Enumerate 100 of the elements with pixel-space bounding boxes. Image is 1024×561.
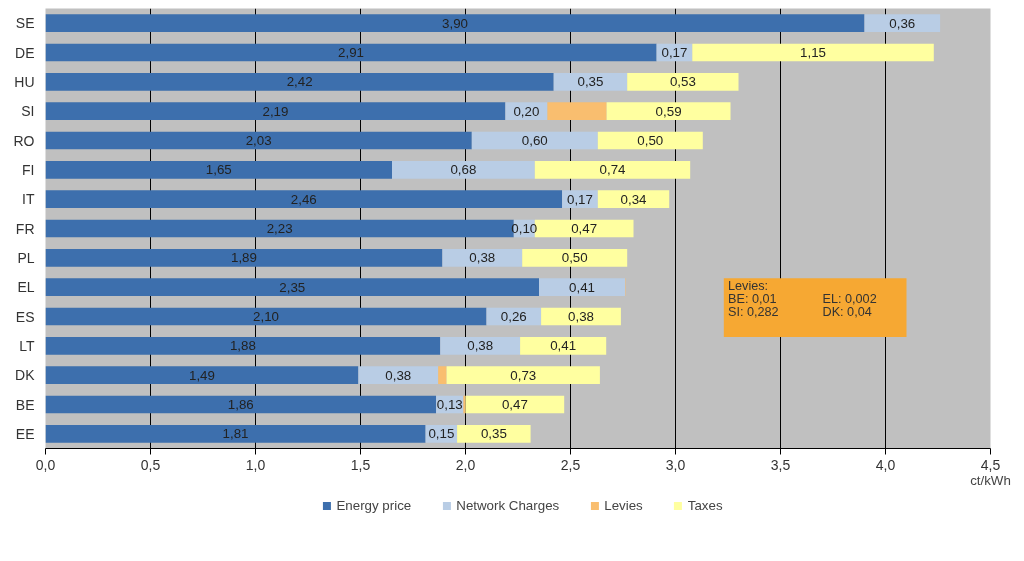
legend-label: Taxes: [687, 497, 723, 513]
x-axis-title: ct/kWh: [970, 472, 1011, 488]
legend-label: Levies: [604, 497, 643, 513]
data-label: 2,91: [338, 45, 365, 60]
data-label: 0,35: [577, 74, 604, 90]
y-tick-label: PL: [17, 249, 35, 266]
bar: [358, 366, 439, 384]
x-tick-label: 2,0: [455, 456, 476, 473]
bar: [539, 278, 626, 296]
bar: [45, 307, 487, 326]
data-label: 1,86: [227, 397, 254, 412]
data-label: 0,17: [661, 45, 688, 60]
bar: [45, 337, 441, 355]
data-label: 1,49: [188, 367, 215, 383]
bar: [547, 102, 607, 120]
data-label: 0,38: [469, 250, 496, 266]
bar: [440, 337, 521, 355]
legend-label: Energy price: [336, 497, 412, 513]
bar: [45, 161, 392, 179]
bar: [45, 366, 359, 384]
y-tick-label: HU: [14, 73, 35, 90]
data-label: 2,19: [262, 103, 289, 119]
y-tick-label: EE: [15, 425, 35, 442]
data-label: 2,10: [253, 309, 279, 324]
bar: [627, 73, 739, 91]
data-label: 2,46: [290, 191, 317, 207]
bar: [45, 131, 472, 150]
annotation: DK: 0,04: [822, 305, 872, 320]
data-label: 1,89: [230, 250, 257, 266]
data-label: 0,68: [450, 162, 477, 178]
bar: [471, 131, 598, 150]
data-label: 0,41: [569, 279, 596, 295]
bar: [520, 337, 607, 355]
y-tick-label: ES: [15, 308, 35, 325]
bar: [45, 73, 554, 91]
data-label: 0,15: [428, 426, 455, 442]
annotation: BE: 0,01: [728, 291, 777, 306]
y-tick-label: SE: [15, 15, 35, 32]
bar: [522, 249, 628, 267]
annotation: SI: 0,282: [728, 305, 779, 320]
bar: [457, 425, 531, 443]
data-label: 1,81: [222, 426, 249, 442]
bar: [606, 102, 731, 120]
legend-label: Network Charges: [456, 497, 560, 513]
data-label: 0,26: [500, 309, 527, 324]
annotation: EL: 0,002: [822, 291, 877, 306]
x-tick-label: 3,0: [665, 456, 686, 473]
y-tick-label: SI: [21, 103, 35, 120]
bar: [692, 43, 934, 62]
y-tick-label: EL: [17, 279, 35, 296]
bar: [45, 102, 506, 120]
y-tick-label: RO: [13, 132, 35, 149]
x-tick-label: 1,5: [350, 456, 371, 473]
data-label: 0,60: [521, 133, 548, 148]
data-label: 1,88: [229, 338, 256, 354]
data-label: 0,20: [513, 103, 540, 119]
data-label: 0,50: [637, 133, 664, 148]
data-label: 1,65: [205, 162, 232, 178]
x-tick-label: 1,0: [245, 456, 266, 473]
y-tick-label: LT: [19, 337, 35, 354]
annotation: Levies:: [728, 278, 769, 293]
bar: [864, 14, 941, 32]
bar: [442, 249, 523, 267]
y-tick-label: FI: [22, 161, 35, 178]
data-label: 0,41: [550, 338, 577, 354]
x-tick-label: 0,0: [35, 456, 56, 473]
data-label: 0,36: [889, 15, 916, 31]
bar: [45, 425, 426, 443]
data-label: 0,13: [436, 397, 463, 412]
data-label: 0,73: [510, 367, 537, 383]
bar: [45, 190, 563, 208]
x-tick-label: 4,5: [980, 456, 1001, 473]
data-label: 1,15: [800, 45, 827, 60]
data-label: 3,90: [442, 15, 468, 31]
bar: [463, 395, 466, 414]
y-tick-label: BE: [15, 396, 35, 413]
data-label: 0,38: [385, 367, 412, 383]
bar: [438, 366, 447, 384]
data-label: 0,47: [501, 397, 528, 412]
x-tick-label: 3,5: [770, 456, 791, 473]
data-label: 2,03: [245, 133, 272, 148]
data-label: 0,38: [467, 338, 494, 354]
bar: [392, 161, 535, 179]
data-label: 0,35: [480, 426, 507, 442]
y-tick-label: DK: [15, 367, 36, 384]
bar: [534, 161, 691, 179]
data-label: 0,38: [568, 309, 594, 324]
data-label: 0,74: [599, 162, 627, 178]
data-label: 2,42: [286, 74, 313, 90]
bar: [553, 73, 628, 91]
data-label: 0,59: [655, 103, 682, 119]
data-label: 0,47: [571, 221, 598, 236]
y-tick-label: FR: [15, 220, 35, 237]
bar: [597, 190, 670, 208]
data-label: 0,17: [566, 191, 593, 207]
bar: [45, 395, 437, 414]
data-label: 2,35: [279, 279, 306, 295]
bar: [45, 249, 443, 267]
x-tick-label: 4,0: [875, 456, 896, 473]
data-label: 0,34: [620, 191, 648, 207]
